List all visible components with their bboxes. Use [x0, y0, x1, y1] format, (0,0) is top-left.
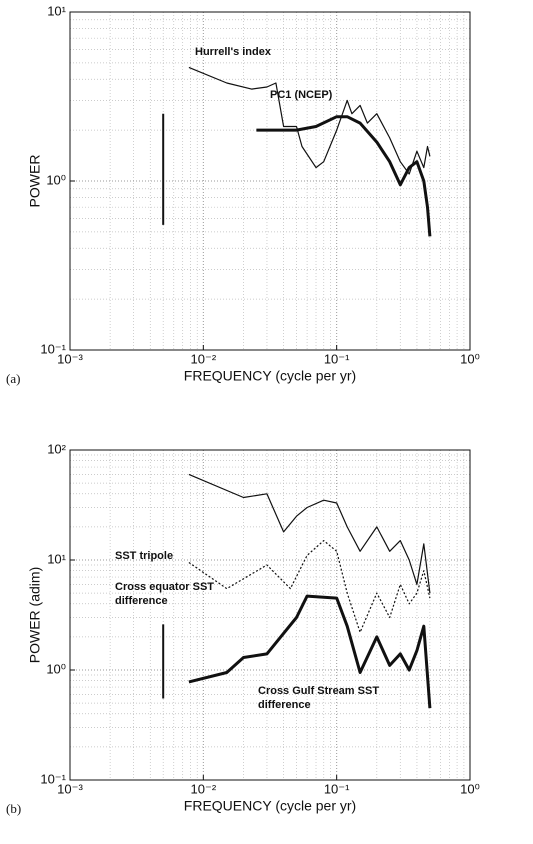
x-tick-label: 10⁻¹	[324, 781, 350, 796]
series-label: Hurrell's index	[195, 46, 271, 58]
series-line	[188, 594, 432, 709]
x-tick-label: 10⁻²	[191, 351, 217, 366]
x-tick-label: 10⁰	[460, 781, 480, 796]
series-label: Cross equator SST difference	[115, 581, 215, 607]
y-tick-label: 10⁻¹	[40, 771, 66, 786]
x-axis-title: FREQUENCY (cycle per yr)	[184, 368, 356, 384]
x-tick-label: 10⁻²	[191, 781, 217, 796]
y-tick-label: 10⁰	[46, 172, 66, 187]
series-line	[256, 115, 432, 237]
y-axis-title: POWER	[27, 155, 43, 208]
panel-label: (b)	[6, 801, 21, 816]
series-label: PC1 (NCEP)	[270, 89, 333, 101]
x-tick-label: 10⁻³	[57, 351, 83, 366]
plot-frame	[69, 449, 471, 781]
plot-frame	[69, 11, 471, 351]
x-axis-title: FREQUENCY (cycle per yr)	[184, 798, 356, 814]
y-tick-label: 10¹	[47, 551, 66, 566]
series-label: Cross Gulf Stream SST difference	[258, 685, 380, 711]
series-line	[188, 540, 431, 633]
y-tick-label: 10²	[47, 441, 66, 456]
y-tick-label: 10¹	[47, 3, 66, 18]
y-tick-label: 10⁻¹	[40, 341, 66, 356]
x-tick-label: 10⁻¹	[324, 351, 350, 366]
series-line	[188, 473, 431, 594]
series-label: SST tripole	[115, 550, 174, 562]
panel-label: (a)	[6, 371, 20, 386]
y-axis-title: POWER (adim)	[27, 567, 43, 663]
x-tick-label: 10⁰	[460, 351, 480, 366]
y-tick-label: 10⁰	[46, 661, 66, 676]
series-line	[188, 66, 431, 175]
x-tick-label: 10⁻³	[57, 781, 83, 796]
